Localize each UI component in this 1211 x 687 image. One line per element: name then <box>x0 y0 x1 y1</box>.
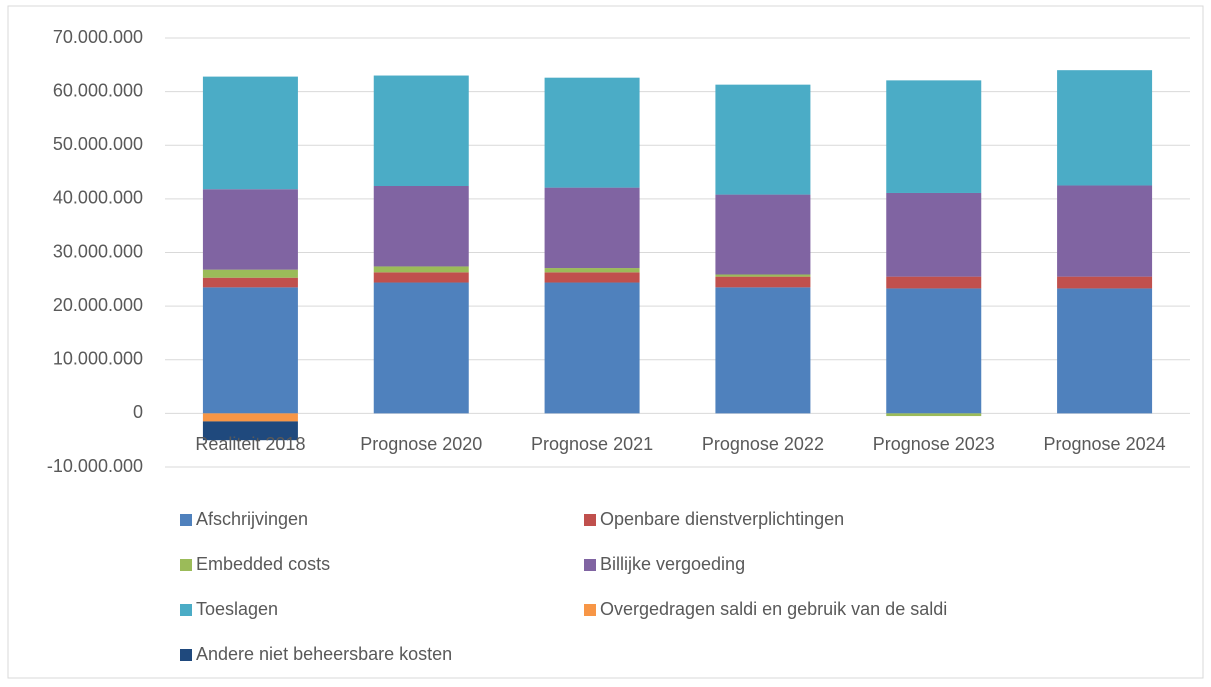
legend-label: Toeslagen <box>196 599 278 619</box>
legend-swatch <box>584 559 596 571</box>
legend-label: Andere niet beheersbare kosten <box>196 644 452 664</box>
bar-segment <box>202 277 298 288</box>
bar-segment <box>715 194 811 275</box>
y-tick-label: 40.000.000 <box>53 188 143 208</box>
y-tick-label: 70.000.000 <box>53 27 143 47</box>
y-tick-label: 10.000.000 <box>53 349 143 369</box>
legend-swatch <box>584 604 596 616</box>
bar-segment <box>202 76 298 190</box>
bar-segment <box>715 276 811 288</box>
bar-segment <box>202 287 298 414</box>
bar-segment <box>202 413 298 422</box>
bar-segment <box>886 192 982 277</box>
bar-segment <box>715 84 811 195</box>
bar-segment <box>544 272 640 283</box>
x-tick-label: Prognose 2020 <box>360 434 482 454</box>
legend-swatch <box>584 514 596 526</box>
legend-swatch <box>180 559 192 571</box>
bar-segment <box>373 266 469 273</box>
legend-label: Openbare dienstverplichtingen <box>600 509 844 529</box>
bar-segment <box>373 186 469 267</box>
x-tick-label: Prognose 2024 <box>1044 434 1166 454</box>
bar-segment <box>202 421 298 441</box>
y-tick-label: 30.000.000 <box>53 241 143 261</box>
y-tick-label: 60.000.000 <box>53 80 143 100</box>
x-tick-label: Prognose 2022 <box>702 434 824 454</box>
y-tick-label: 20.000.000 <box>53 295 143 315</box>
x-tick-label: Prognose 2023 <box>873 434 995 454</box>
x-tick-label: Prognose 2021 <box>531 434 653 454</box>
legend-label: Overgedragen saldi en gebruik van de sal… <box>600 599 947 619</box>
bar-segment <box>1057 288 1153 414</box>
bar-segment <box>1057 185 1153 277</box>
bar-segment <box>373 75 469 187</box>
bar-segment <box>373 282 469 414</box>
bar-segment <box>373 272 469 283</box>
bar-segment <box>886 276 982 289</box>
bar-segment <box>715 287 811 414</box>
bar-segment <box>715 274 811 277</box>
bar-segment <box>544 187 640 269</box>
bar-segment <box>544 268 640 273</box>
bar-segment <box>202 269 298 278</box>
legend-label: Billijke vergoeding <box>600 554 745 574</box>
legend-label: Embedded costs <box>196 554 330 574</box>
legend-swatch <box>180 604 192 616</box>
legend-swatch <box>180 514 192 526</box>
legend-label: Afschrijvingen <box>196 509 308 529</box>
bar-segment <box>886 288 982 414</box>
bar-segment <box>544 77 640 188</box>
y-tick-label: 50.000.000 <box>53 134 143 154</box>
x-tick-label: Realiteit 2018 <box>195 434 305 454</box>
bar-segment <box>886 413 982 417</box>
bar-segment <box>1057 276 1153 289</box>
bar-segment <box>1057 70 1153 186</box>
bar-segment <box>202 189 298 270</box>
legend-swatch <box>180 649 192 661</box>
y-tick-label: -10.000.000 <box>47 456 143 476</box>
y-tick-label: 0 <box>133 402 143 422</box>
bar-segment <box>544 282 640 414</box>
bar-segment <box>886 80 982 193</box>
